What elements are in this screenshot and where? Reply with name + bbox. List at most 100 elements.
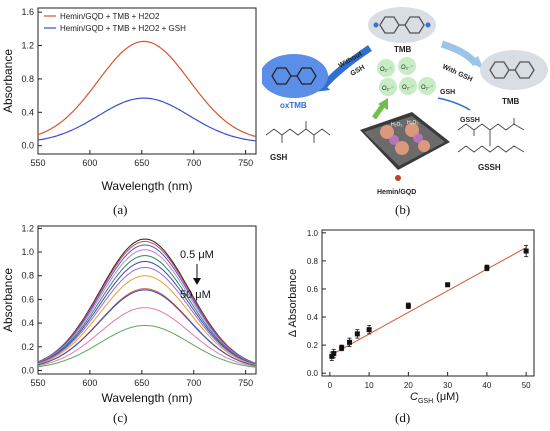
data-point-4	[346, 339, 352, 345]
data-point-9	[484, 265, 490, 271]
data-point-10	[523, 248, 529, 254]
x-tick-label: 0	[328, 381, 333, 390]
plot-frame	[37, 225, 257, 375]
plot-frame	[321, 229, 535, 377]
panel-d: 0 10 20 30 40 50 0.0 0.2 0.4 0.6 0.8 1.0 CGSH (μM) Δ …	[282, 218, 550, 408]
series-line-8	[37, 275, 257, 366]
series-line-5	[37, 255, 257, 365]
series-line-3	[37, 244, 257, 365]
x-tick-label: 10	[365, 381, 374, 390]
panel-c: 550 600 650 700 750 0.0 0.2 0.4 0.6 0.8 1.0 1.2 0.5 …	[0, 218, 262, 408]
hemin-gqd-sheet: H₂O₂ H₂O₂	[360, 112, 450, 181]
gsh-structure-icon	[265, 121, 331, 143]
series-line-6	[37, 261, 257, 365]
svg-text:H₂O₂: H₂O₂	[391, 122, 402, 128]
data-point-5	[354, 331, 360, 337]
y-tick-label: 0.4	[21, 107, 34, 117]
gssh-arrow-label: GSSH	[460, 117, 480, 124]
series-line-11	[37, 307, 257, 367]
gsh-arrow-label: GSH	[440, 89, 455, 96]
data-point-7	[405, 303, 411, 309]
chart-c: 550 600 650 700 750 0.0 0.2 0.4 0.6 0.8 1.0 1.2 0.5 …	[1, 223, 257, 405]
hemin-gqd-label: Hemin/GQD	[377, 189, 416, 196]
series-line-10	[37, 289, 257, 367]
y-axis-label: Δ Absorbance	[287, 269, 299, 338]
gsh-label: GSH	[270, 153, 288, 162]
tmb-top-label: TMB	[394, 45, 412, 54]
gssh-structure-icon	[457, 118, 525, 153]
y-tick-label: 1.0	[307, 229, 319, 238]
x-tick-label: 750	[238, 158, 253, 168]
caption-a: (a)	[113, 202, 128, 217]
y-tick-label: 0.2	[307, 341, 319, 350]
y-tick-label: 0.0	[21, 365, 34, 375]
series-line-7	[37, 267, 257, 366]
y-tick-label: 0.6	[21, 294, 34, 304]
y-tick-label: 0.4	[21, 318, 34, 328]
data-point-3	[339, 345, 345, 351]
annotation-arrowhead	[193, 278, 201, 285]
tmb-right-label: TMB	[502, 97, 520, 106]
x-tick-label: 650	[134, 378, 149, 388]
x-tick-label: 50	[522, 381, 531, 390]
caption-b: (b)	[395, 202, 411, 217]
fit-line	[329, 247, 527, 357]
x-tick-label: 20	[404, 381, 413, 390]
x-tick-label: 40	[482, 381, 491, 390]
x-tick-label: 600	[82, 378, 97, 388]
scheme-diagram: TMB Without GSH oxTMB O₂·⁻ O₂·⁻ O₂·⁻ O₂·…	[260, 7, 548, 196]
x-tick-label: 600	[82, 158, 97, 168]
arrow-with-gsh	[440, 40, 479, 67]
y-tick-label: 1.6	[21, 7, 34, 17]
series-line-4	[37, 249, 257, 365]
caption-c: (c)	[113, 410, 128, 425]
plot-frame	[37, 7, 257, 155]
series-line-2	[37, 240, 257, 364]
svg-text:GSH: GSH	[350, 64, 367, 78]
x-tick-label: 700	[186, 378, 201, 388]
panel-a: 550 600 650 700 750 0.0 0.4 0.8 1.2 1.6 Hemin/GQD …	[0, 0, 262, 215]
y-tick-label: 0.6	[307, 285, 319, 294]
svg-text:O₂·⁻: O₂·⁻	[401, 65, 413, 71]
data-point-1	[329, 353, 335, 359]
svg-text:O₂·⁻: O₂·⁻	[402, 85, 414, 91]
scheme-panel: TMB Without GSH oxTMB O₂·⁻ O₂·⁻ O₂·⁻ O₂·…	[260, 0, 550, 200]
x-tick-label: 550	[30, 158, 45, 168]
y-tick-label: 1.2	[21, 223, 34, 233]
svg-text:O₂·⁻: O₂·⁻	[382, 86, 394, 92]
y-tick-label: 1.2	[21, 41, 34, 51]
chart-d: 0 10 20 30 40 50 0.0 0.2 0.4 0.6 0.8 1.0 CGSH (μM) Δ …	[287, 229, 535, 405]
y-tick-label: 0.4	[307, 313, 319, 322]
x-tick-label: 650	[134, 158, 149, 168]
x-axis-label: Wavelength (nm)	[102, 179, 193, 193]
x-tick-label: 30	[443, 381, 452, 390]
data-point-8	[445, 282, 451, 288]
x-axis-label: CGSH (μM)	[410, 391, 459, 405]
series-line-1	[37, 40, 257, 138]
tmb-top-molecule-icon	[379, 16, 425, 34]
gssh-label: GSSH	[478, 163, 501, 172]
caption-d: (d)	[395, 410, 411, 425]
series-line-2	[37, 97, 257, 142]
y-tick-label: 0.2	[21, 342, 34, 352]
annotation-top: 0.5 μM	[180, 249, 214, 261]
svg-text:H₂O₂: H₂O₂	[407, 120, 418, 126]
svg-text:O₂·⁻: O₂·⁻	[380, 67, 392, 73]
legend-label-2: Hemin/GQD + TMB + H2O2 + GSH	[60, 24, 186, 33]
chart-a: 550 600 650 700 750 0.0 0.4 0.8 1.2 1.6 Hemin/GQD …	[1, 7, 257, 193]
data-point-6	[366, 327, 372, 333]
y-axis-label: Absorbance	[1, 268, 15, 332]
data-point-2	[331, 351, 337, 357]
x-tick-label: 750	[238, 378, 253, 388]
y-tick-label: 0.8	[307, 257, 319, 266]
legend-label-1: Hemin/GQD + TMB + H2O2	[60, 12, 160, 21]
y-tick-label: 1.0	[21, 247, 34, 257]
y-tick-label: 0.0	[21, 141, 34, 151]
x-tick-label: 550	[30, 378, 45, 388]
series-line-12	[37, 325, 257, 368]
oxtmb-label: oxTMB	[280, 101, 307, 110]
superoxide-cluster: O₂·⁻ O₂·⁻ O₂·⁻ O₂·⁻ O₂·⁻	[377, 57, 436, 96]
y-tick-label: 0.0	[307, 369, 319, 378]
y-tick-label: 0.8	[21, 74, 34, 84]
y-tick-label: 0.8	[21, 271, 34, 281]
